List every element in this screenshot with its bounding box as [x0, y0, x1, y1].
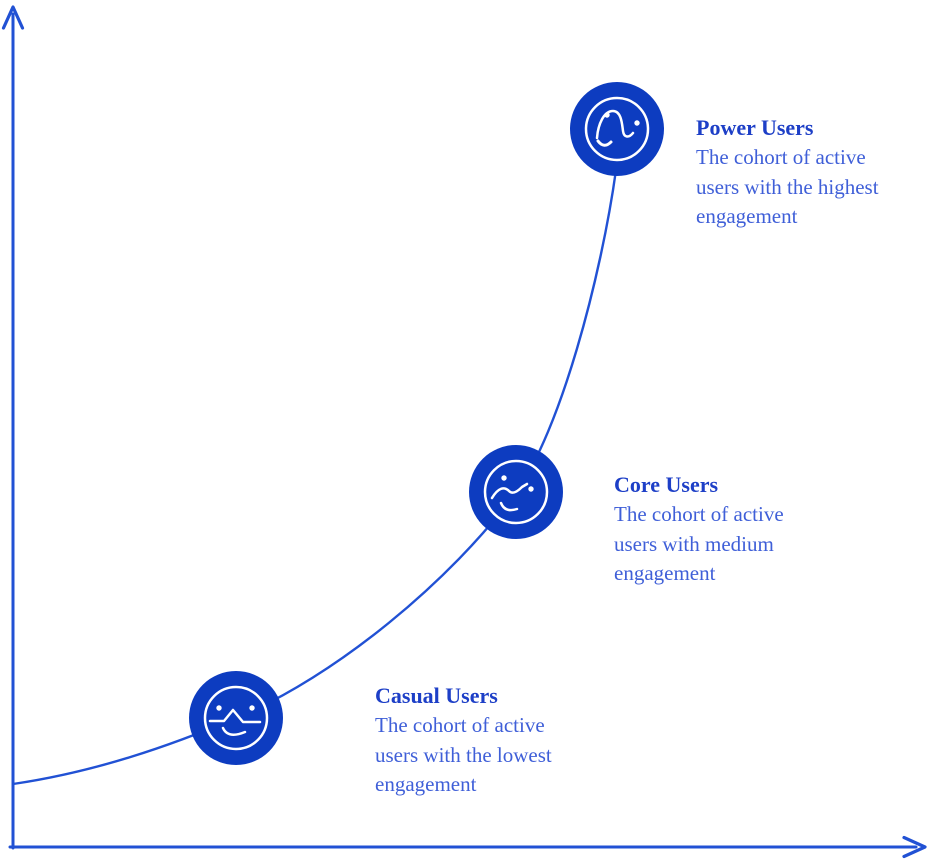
icon-disc: [570, 82, 664, 176]
growth-curve: [12, 169, 618, 786]
cohort-title: Power Users: [696, 115, 814, 140]
cohort-description-line: engagement: [375, 772, 477, 796]
icon-face-outline: [483, 459, 549, 525]
casual-users-label: Casual Users The cohort of active users …: [375, 680, 615, 800]
cohort-description-line: The cohort of active: [614, 502, 784, 526]
cohort-description-line: engagement: [696, 204, 798, 228]
icon-face-outline: [203, 685, 269, 751]
x-axis-arrow-icon: [902, 835, 927, 859]
cohort-title: Core Users: [614, 472, 719, 497]
cohort-description-line: engagement: [614, 561, 716, 585]
icon-disc: [189, 671, 283, 765]
cohort-description-line: The cohort of active: [375, 713, 545, 737]
icon-face-outline: [584, 96, 650, 162]
cohort-description-line: users with medium: [614, 531, 774, 556]
icon-eye: [216, 705, 222, 711]
casual-user-face-icon: [189, 671, 283, 765]
icon-eye: [634, 120, 640, 126]
cohort-description-line: The cohort of active: [696, 145, 866, 169]
core-user-face-icon: [469, 445, 563, 539]
cohort-description-line: users with the lowest: [375, 742, 552, 767]
cohort-description-line: users with the highest: [696, 174, 879, 199]
power-user-face-icon: [570, 82, 664, 176]
icon-smile: [499, 501, 519, 512]
power-users-label: Power Users The cohort of active users w…: [696, 112, 928, 232]
icon-mountain: [208, 708, 262, 724]
y-axis-arrow-icon: [1, 5, 25, 30]
icon-smile: [221, 726, 247, 736]
icon-smile: [596, 139, 613, 147]
icon-eye: [249, 705, 255, 711]
cohort-title: Casual Users: [375, 683, 498, 708]
icon-wave: [490, 482, 529, 500]
icon-eye: [528, 486, 534, 492]
icon-eye: [501, 475, 507, 481]
core-users-label: Core Users The cohort of active users wi…: [614, 469, 854, 589]
icon-nose-swirl: [595, 109, 635, 140]
